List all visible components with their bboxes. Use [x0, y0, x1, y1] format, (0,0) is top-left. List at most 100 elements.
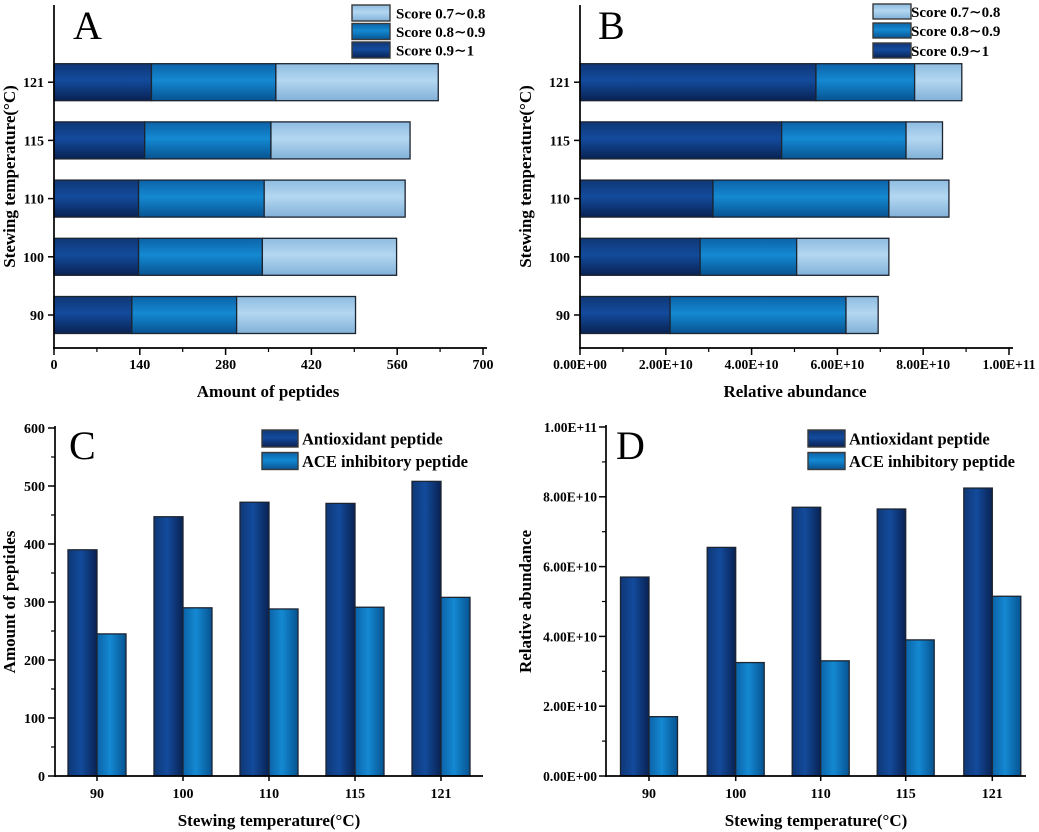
legend: Score 0.7∼0.8 Score 0.8∼0.9 Score 0.9∼1 — [351, 4, 485, 59]
bar-segment — [131, 295, 238, 335]
bar-segment — [905, 121, 944, 160]
bar-segment — [53, 179, 140, 218]
x-axis-tick-label: 420 — [301, 358, 322, 373]
x-axis-tick-label: 90 — [642, 787, 656, 802]
y-axis-title: Relative abundance — [516, 530, 535, 674]
legend-label: ACE inhibitory peptide — [849, 452, 1015, 471]
bar — [239, 501, 270, 777]
legend-swatch — [261, 451, 299, 471]
legend-label: Score 0.7∼0.8 — [911, 5, 1000, 21]
x-axis-tick-label: 0 — [51, 358, 58, 373]
x-axis-tick-label: 280 — [215, 358, 236, 373]
bar-segment — [913, 63, 963, 102]
x-axis-tick-label: 1.00E+11 — [982, 357, 1035, 372]
bar — [706, 546, 737, 777]
y-axis-tick-label: 0 — [38, 770, 45, 785]
bar — [963, 487, 993, 777]
x-axis-tick-label: 100 — [725, 787, 746, 802]
bar-segment — [144, 121, 272, 160]
y-axis-tick-label: 4.00E+10 — [543, 629, 597, 644]
bar-segment — [579, 295, 671, 335]
legend: Antioxidant peptide ACE inhibitory peptid… — [807, 429, 1015, 471]
x-axis-tick-label: 110 — [259, 787, 279, 802]
panel-label-c: C — [69, 423, 96, 468]
bar — [440, 596, 471, 777]
bar-segment — [275, 63, 439, 102]
legend-swatch — [872, 22, 912, 39]
panel-c: 0 100 200 300 400 500 600 90 100 110 115 121 Stewing… — [0, 416, 520, 832]
x-axis-tick-label: 0.00E+00 — [553, 357, 607, 372]
legend-swatch — [261, 429, 299, 448]
x-axis-tick-label: 121 — [431, 787, 452, 802]
bar — [876, 508, 907, 777]
bar — [268, 608, 299, 777]
x-axis-tick-label: 115 — [896, 787, 916, 802]
y-axis-tick-label: 1.00E+11 — [544, 420, 597, 435]
y-axis-title: Stewing temperature(°C) — [516, 85, 535, 268]
bar-segment — [579, 121, 783, 160]
y-axis-title: Amount of peptides — [0, 530, 19, 673]
legend-label: Score 0.8∼0.9 — [911, 24, 1000, 40]
y-axis-tick-label: 0.00E+00 — [543, 769, 597, 784]
bar — [820, 660, 850, 777]
x-axis-title: Stewing temperature(°C) — [725, 811, 908, 830]
x-axis-tick-label: 90 — [90, 787, 104, 802]
y-axis-tick-label: 500 — [24, 480, 45, 495]
bar-segment — [53, 121, 146, 160]
bar-segment — [150, 63, 277, 102]
legend-swatch — [351, 41, 391, 59]
x-axis-tick-label: 700 — [473, 358, 494, 373]
panel-label-b: B — [598, 3, 625, 48]
legend-label: Score 0.7∼0.8 — [396, 6, 485, 22]
bar-segment — [579, 237, 701, 276]
legend-label: ACE inhibitory peptide — [302, 452, 468, 471]
y-axis-tick-label: 115 — [24, 134, 44, 149]
x-axis-title: Relative abundance — [723, 382, 867, 401]
y-axis-tick-label: 121 — [549, 76, 570, 91]
y-axis-title: Stewing temperature(°C) — [0, 85, 19, 268]
bar-segment — [263, 179, 406, 218]
legend-swatch — [351, 4, 391, 22]
bar — [991, 595, 1022, 777]
bar-segment — [780, 121, 907, 160]
chart-d-grouped-vertical: 0.00E+00 2.00E+10 4.00E+10 6.00E+10 8.00E+10… — [516, 420, 1026, 830]
legend-label: Antioxidant peptide — [302, 429, 443, 448]
x-axis-tick-label: 140 — [129, 358, 150, 373]
legend-label: Score 0.9∼1 — [911, 44, 989, 60]
y-axis-tick-label: 2.00E+10 — [543, 699, 597, 714]
y-axis-tick-label: 110 — [24, 193, 44, 208]
bar — [905, 639, 935, 777]
bar-segment — [815, 63, 916, 102]
x-axis-title: Amount of peptides — [197, 382, 340, 401]
bar-segment — [53, 63, 153, 102]
bar — [648, 716, 679, 777]
chart-c-grouped-vertical: 0 100 200 300 400 500 600 90 100 110 115 121 Stewing… — [0, 422, 483, 830]
bar-segment — [579, 179, 714, 218]
y-axis-tick-label: 100 — [23, 251, 44, 266]
x-axis-tick-label: 121 — [982, 787, 1003, 802]
y-axis-tick-label: 8.00E+10 — [543, 490, 597, 505]
bar — [182, 607, 213, 777]
x-axis-tick-label: 110 — [811, 787, 831, 802]
bar — [96, 633, 127, 777]
bar-segment — [845, 295, 879, 335]
y-axis-tick-label: 100 — [549, 251, 570, 266]
panel-label-d: D — [616, 423, 645, 468]
y-axis-tick-label: 115 — [550, 134, 570, 149]
legend: Antioxidant peptide ACE inhibitory peptid… — [261, 429, 468, 471]
bar-segment — [270, 121, 411, 160]
legend: Score 0.7∼0.8 Score 0.8∼0.9 Score 0.9∼1 — [872, 3, 1000, 60]
panel-label-a: A — [73, 3, 102, 48]
x-axis-tick-label: 560 — [387, 358, 408, 373]
legend-swatch — [351, 22, 391, 41]
bar — [354, 606, 385, 777]
bar — [791, 506, 822, 777]
legend-label: Score 0.8∼0.9 — [396, 25, 485, 41]
bar — [325, 502, 356, 777]
bar — [411, 480, 442, 777]
bar-segment — [53, 295, 133, 335]
bar — [619, 576, 650, 777]
y-axis-tick-label: 110 — [550, 193, 570, 208]
x-axis-tick-label: 2.00E+10 — [639, 357, 693, 372]
legend-label: Antioxidant peptide — [849, 429, 990, 448]
